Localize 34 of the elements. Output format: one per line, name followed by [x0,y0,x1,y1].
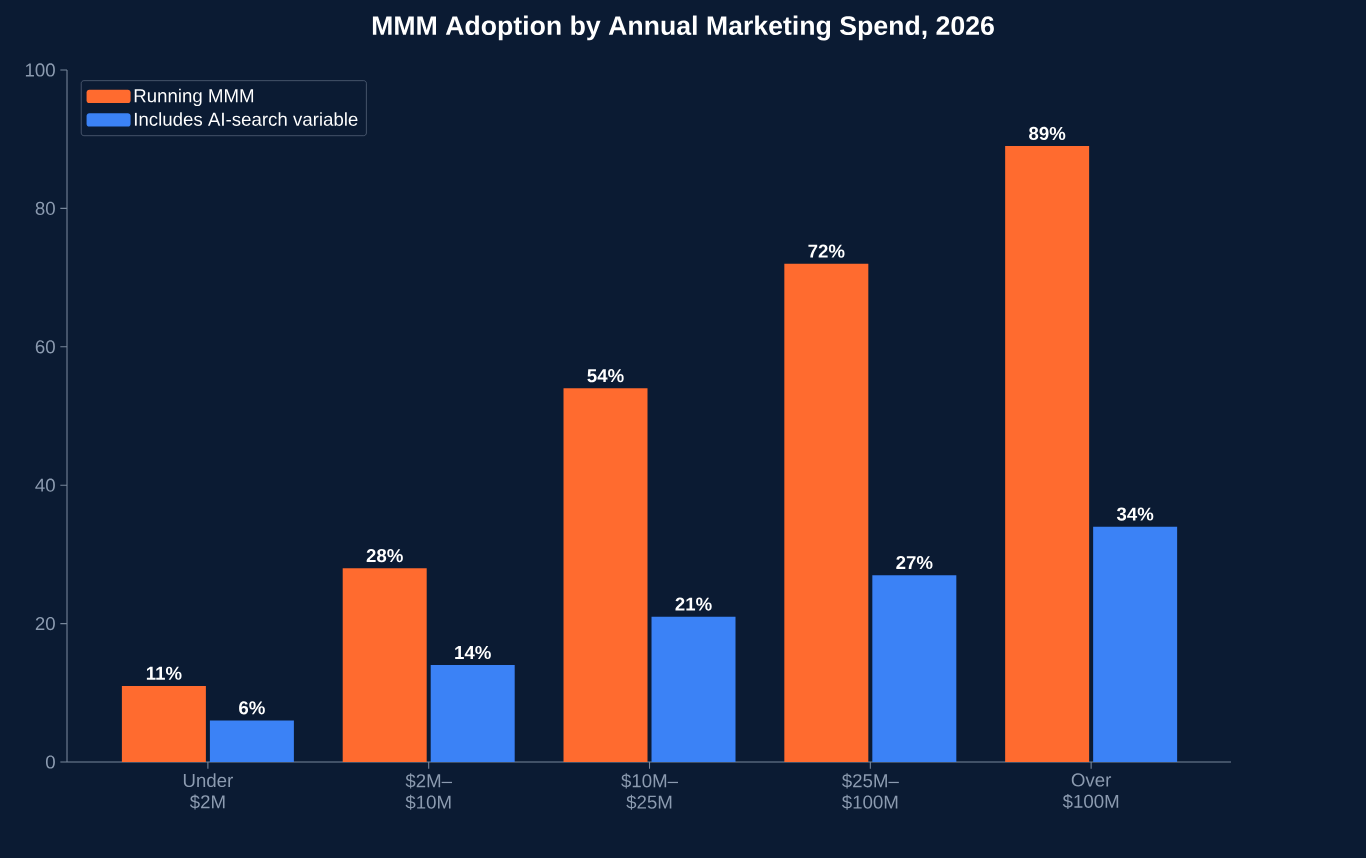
data-label: 89% [1029,126,1066,141]
bar [1093,526,1178,762]
y-tick-label: 60 [35,340,55,354]
bar [784,263,869,762]
x-tick-label: $25M–$100M [841,773,899,810]
chart-title: MMM Adoption by Annual Marketing Spend, 2026 [372,15,994,41]
data-label: 11% [146,666,182,680]
y-tick-label: 0 [45,755,55,769]
data-label: 27% [896,555,933,570]
bar [342,568,427,762]
data-label: 21% [675,597,712,611]
x-tick-label: $10M–$25M [621,773,679,810]
bar [1005,146,1090,762]
data-label: 54% [587,369,624,383]
x-tick-label: Over $100M [1062,773,1119,810]
y-tick-label: 80 [35,201,55,216]
data-label: 14% [455,645,491,660]
bar [651,616,736,762]
y-tick-label: 100 [25,63,55,77]
y-tick-label: 40 [35,478,55,492]
bar [563,388,648,762]
data-label: 28% [366,548,403,563]
x-tick-label: $2M–$10M [405,773,453,810]
bar [872,575,957,762]
x-tick-label: Under $2M [183,773,233,810]
bar [209,720,294,762]
data-label: 72% [808,244,845,258]
legend-label: Includes AI-search variable [134,112,358,126]
data-label: 34% [1116,507,1154,521]
data-label: 6% [239,701,265,715]
y-tick-label: 20 [35,616,55,631]
bar [430,665,515,762]
bar [121,685,206,762]
legend-label: Running MMM [134,88,254,107]
